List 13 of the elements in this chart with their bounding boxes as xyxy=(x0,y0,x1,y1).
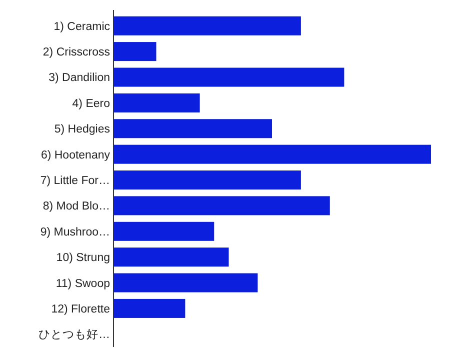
y-tick-label: 3) Dandilion xyxy=(48,72,110,84)
y-tick-label: 9) Mushroo… xyxy=(40,226,110,238)
y-tick-label: 10) Strung xyxy=(56,252,110,264)
y-tick-label: ひとつも好… xyxy=(38,328,110,342)
y-tick-label: 8) Mod Blo… xyxy=(42,200,110,213)
y-tick-label: 5) Hedgies xyxy=(54,124,110,136)
y-tick-label: 11) Swoop xyxy=(56,278,110,290)
y-tick-label: 1) Ceramic xyxy=(54,20,110,33)
y-tick-label: 2) Crisscross xyxy=(42,46,110,59)
y-tick-label: 7) Little For… xyxy=(40,175,110,187)
y-tick-label: 12) Florette xyxy=(51,303,110,316)
y-tick-label: 6) Hootenany xyxy=(40,149,110,162)
y-tick-label: 4) Eero xyxy=(72,98,110,110)
